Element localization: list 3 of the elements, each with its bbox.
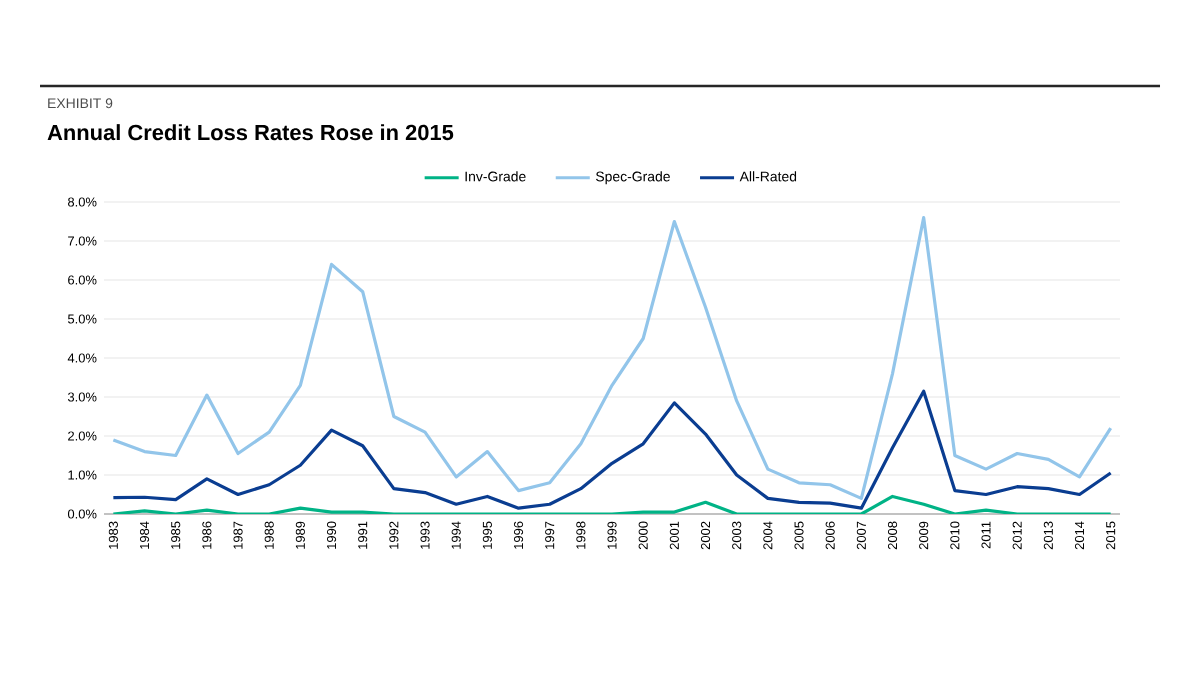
line-series <box>111 389 1113 510</box>
line-series <box>111 216 1113 500</box>
chart-title: Annual Credit Loss Rates Rose in 2015 <box>47 124 454 141</box>
